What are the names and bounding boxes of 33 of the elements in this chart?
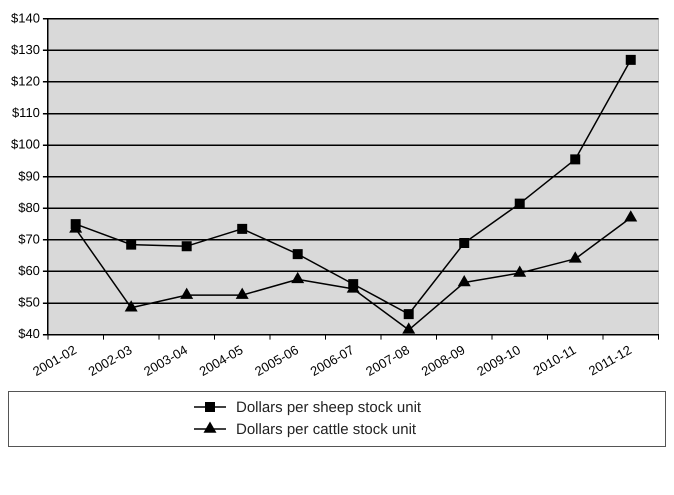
point [70, 219, 81, 230]
point [569, 252, 582, 263]
point [237, 224, 248, 234]
legend-label: Dollars per cattle stock unit [236, 420, 416, 438]
y-tick-label: $50 [18, 294, 40, 310]
y-tick-label: $80 [18, 200, 40, 215]
point [624, 211, 637, 222]
y-tick-label: $130 [11, 42, 40, 57]
y-tick-label: $60 [18, 263, 40, 278]
point [292, 272, 304, 284]
point [348, 279, 358, 290]
y-tick-label: $100 [11, 136, 40, 152]
y-tick-label: $120 [11, 74, 40, 89]
y-tick-label: $110 [12, 105, 40, 120]
point [514, 198, 525, 209]
point [514, 266, 526, 277]
y-tick-label: $40 [18, 326, 40, 342]
point [402, 323, 415, 334]
point [126, 240, 136, 250]
y-tick-label: $140 [11, 10, 40, 26]
point [459, 238, 470, 248]
point [404, 309, 414, 320]
point [626, 54, 636, 65]
point [458, 276, 470, 286]
point [236, 288, 248, 299]
legend-label: Dollars per sheep stock unit [236, 398, 422, 416]
point [180, 288, 193, 299]
y-tick-label: $90 [18, 168, 40, 184]
point [292, 249, 303, 260]
y-tick-label: $70 [18, 231, 40, 246]
point [570, 154, 580, 164]
point [182, 241, 192, 252]
point [125, 301, 138, 312]
